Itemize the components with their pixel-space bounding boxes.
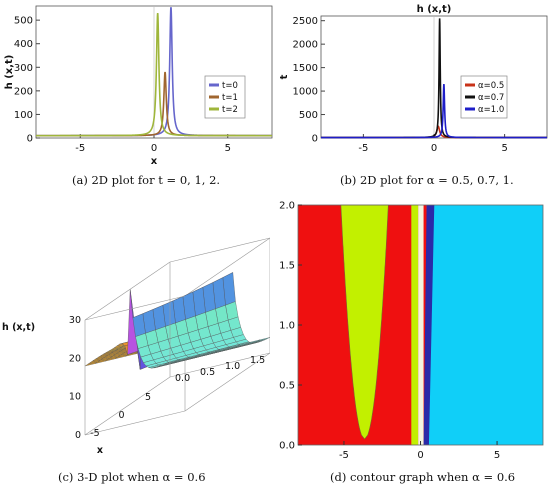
x-tick-label: 5 xyxy=(225,143,231,154)
y-tick-label: 0 xyxy=(27,134,33,145)
y-tick-label: 500 xyxy=(14,16,33,27)
region-cyan xyxy=(426,205,543,445)
x-tick-label: 0 xyxy=(417,450,423,461)
surface-cell xyxy=(257,337,270,342)
z-tick-label: 0 xyxy=(75,430,81,441)
y-tick-label: 500 xyxy=(299,110,318,121)
box-edge xyxy=(184,237,270,297)
legend: t=0 t=1 t=2 xyxy=(204,75,246,119)
legend: α=0.5 α=0.7 α=1.0 xyxy=(460,75,508,119)
box-edge xyxy=(169,352,270,378)
z-tick-label: 30 xyxy=(69,315,81,326)
legend-label: t=2 xyxy=(222,105,238,115)
box-edge xyxy=(84,376,171,436)
y-tick-label: 1.0 xyxy=(279,321,295,332)
box-edge xyxy=(84,410,186,436)
x-tick-label: -5 xyxy=(339,450,349,461)
region-navy xyxy=(423,205,435,445)
caption-d: (d) contour graph when α = 0.6 xyxy=(330,470,516,484)
y-tick-label: 300 xyxy=(14,63,33,74)
z-axis-label: h (x,t) xyxy=(2,322,35,333)
y-tick-label: 1500 xyxy=(293,63,318,74)
y-tick-label: 0 xyxy=(312,134,318,145)
y-tick-label: 1.5 xyxy=(279,261,295,272)
y-axis-label: h (x,t) xyxy=(4,55,15,90)
chart-panel-d: -5 0 5 0.0 0.5 1.0 1.5 2.0 xyxy=(279,201,544,461)
y-tick-label: 0.5 xyxy=(279,381,295,392)
legend-label: t=1 xyxy=(222,93,238,103)
chart-title: h (x,t) xyxy=(417,4,452,15)
legend-label: α=1.0 xyxy=(478,105,504,115)
y-axis-label: t xyxy=(279,74,290,79)
x-tick-label: -5 xyxy=(358,143,368,154)
t-tick-label: 0.5 xyxy=(200,367,215,378)
x-axis-label: x xyxy=(97,445,103,456)
box-edge xyxy=(84,295,186,321)
x-tick-label: 5 xyxy=(145,392,151,403)
caption-c: (c) 3-D plot when α = 0.6 xyxy=(58,470,206,484)
x-tick-label: -5 xyxy=(75,143,85,154)
x-axis-label: x xyxy=(151,156,158,167)
z-tick-label: 20 xyxy=(69,353,81,364)
region-yellow-strip xyxy=(411,205,419,445)
x-tick-label: 5 xyxy=(494,450,500,461)
y-tick-label: 2000 xyxy=(293,40,318,51)
region-light-strip xyxy=(418,205,424,445)
caption-a: (a) 2D plot for t = 0, 1, 2. xyxy=(72,173,221,187)
legend-label: α=0.7 xyxy=(478,93,504,103)
series-line-3 xyxy=(36,12,272,137)
t-tick-label: 1.0 xyxy=(225,361,240,372)
y-tick-label: 400 xyxy=(14,39,33,50)
x-tick-label: 0 xyxy=(151,143,157,154)
caption-b: (b) 2D plot for α = 0.5, 0.7, 1. xyxy=(340,173,514,187)
box-edge xyxy=(184,352,270,412)
x-tick-label: 0 xyxy=(118,410,124,421)
surface-mesh xyxy=(84,272,270,370)
box-edge xyxy=(84,261,171,321)
legend-label: t=0 xyxy=(222,81,238,91)
x-tick-label: 0 xyxy=(431,143,437,154)
y-tick-label: 100 xyxy=(14,110,33,121)
y-tick-label: 1000 xyxy=(293,87,318,98)
z-tick-label: 10 xyxy=(69,392,81,403)
t-tick-label: 0.0 xyxy=(175,373,190,384)
t-tick-label: 1.5 xyxy=(250,355,265,366)
x-tick-label: -5 xyxy=(90,428,99,439)
y-tick-label: 2500 xyxy=(293,16,318,27)
series-line-3 xyxy=(321,83,547,139)
y-tick-label: 2.0 xyxy=(279,201,295,212)
surface-cell xyxy=(167,359,181,364)
y-tick-label: 200 xyxy=(14,86,33,97)
y-tick-label: 0.0 xyxy=(279,441,295,452)
legend-label: α=0.5 xyxy=(478,81,504,91)
box-edge xyxy=(169,237,270,263)
region-yellow-parabola xyxy=(340,204,389,440)
x-tick-label: 5 xyxy=(501,143,507,154)
